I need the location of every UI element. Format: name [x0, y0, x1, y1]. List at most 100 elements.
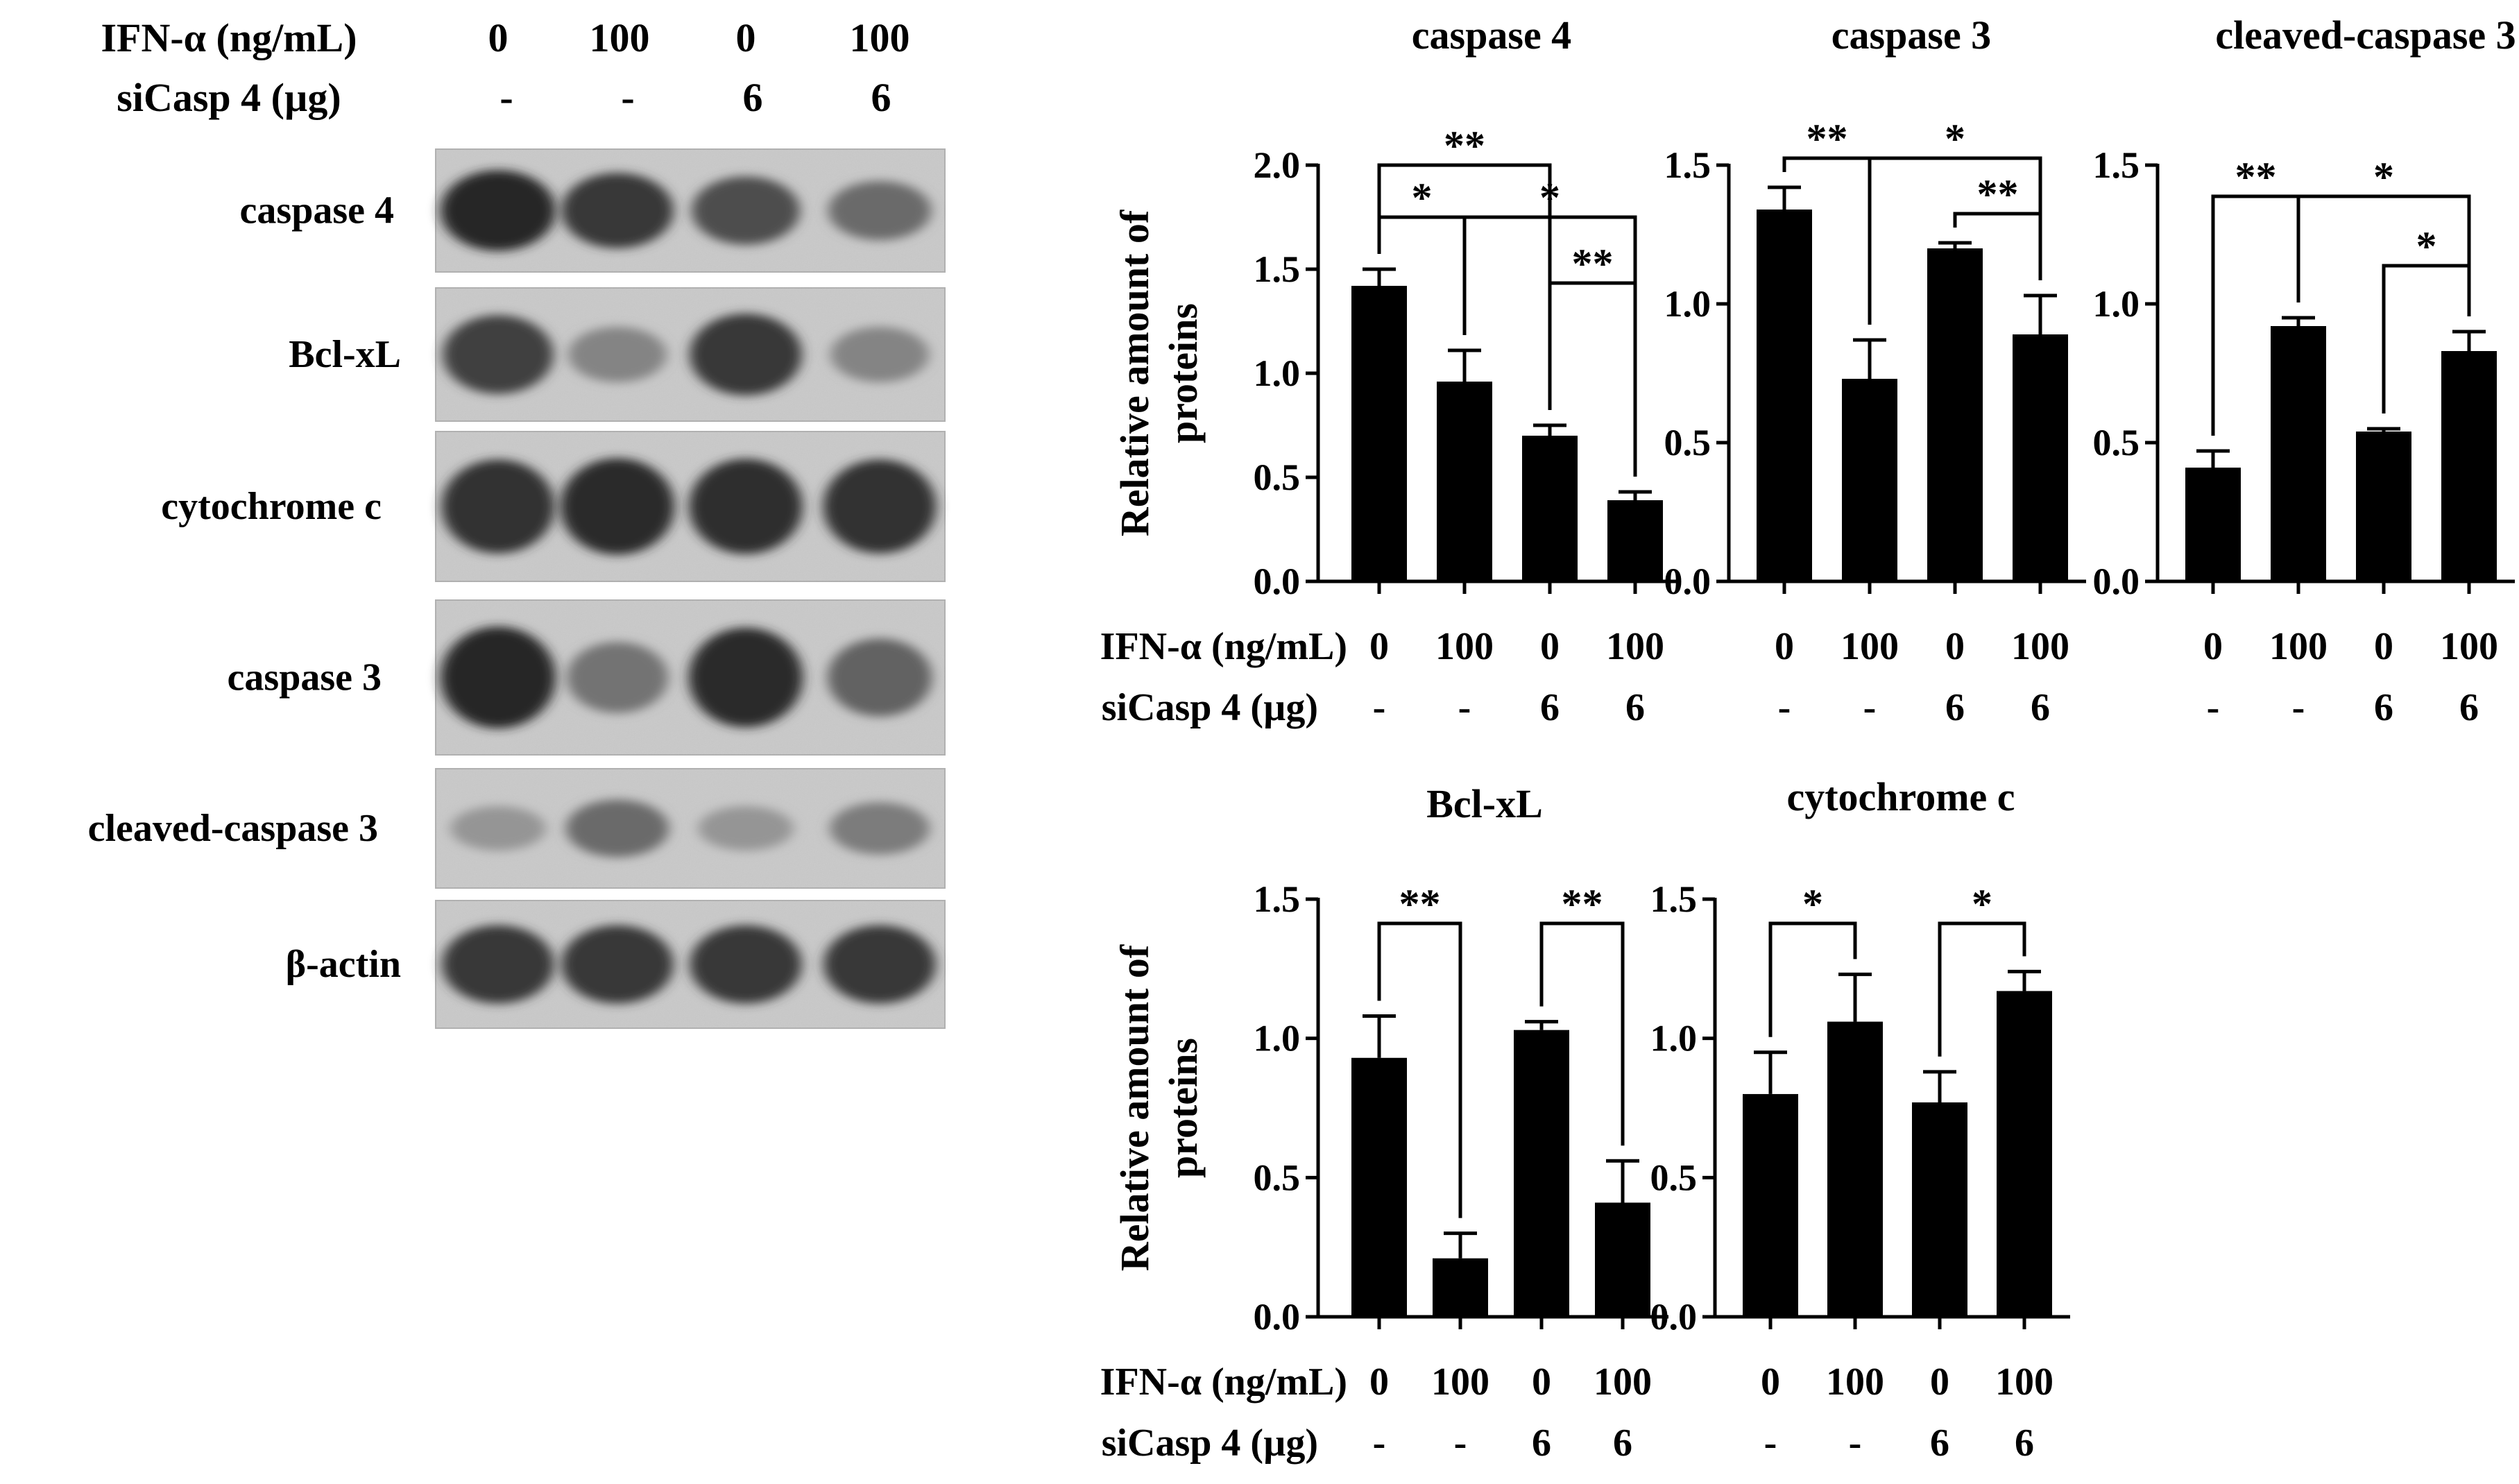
x-category-label: 100	[2011, 625, 2069, 668]
significance-line	[1953, 212, 2042, 280]
y-tick-label: 1.0	[2093, 283, 2140, 325]
blot-band	[565, 799, 669, 858]
x-category-label: 0	[1775, 625, 1794, 668]
significance-marker: *	[1972, 881, 1992, 927]
blot-band	[450, 806, 546, 851]
blot-band	[441, 170, 556, 251]
blot-band	[823, 459, 937, 554]
significance-marker: **	[2235, 154, 2277, 200]
blot-row: cytochrome c	[161, 431, 946, 582]
blot-row-label: cleaved-caspase 3	[88, 807, 378, 850]
x-group-label: 6	[1930, 1422, 1949, 1465]
blot-sicasp-value-1: -	[499, 75, 513, 120]
western-blot-svg: IFN-α (ng/mL) 0 100 0 100 siCasp 4 (µg) …	[88, 15, 946, 1029]
significance-bracket: *	[2296, 154, 2471, 316]
bar	[1827, 1021, 1883, 1317]
blot-band	[443, 315, 554, 394]
chart-title: Bcl-xL	[1426, 781, 1543, 826]
x-group-label: 6	[1532, 1422, 1551, 1465]
blot-band	[827, 638, 932, 717]
x-category-label: 100	[2440, 625, 2498, 668]
significance-bracket: **	[1953, 171, 2042, 280]
chart-title: cytochrome c	[1786, 774, 2015, 819]
chart-title: caspase 3	[1831, 12, 1991, 58]
bar	[1514, 1030, 1569, 1317]
blot-band	[823, 925, 936, 1004]
x-category-label: 0	[1540, 625, 1560, 668]
y-tick-label: 1.0	[1664, 283, 1711, 325]
x-group-label: -	[1849, 1422, 1862, 1465]
blot-row: caspase 3	[228, 599, 946, 756]
significance-marker: **	[1562, 881, 1603, 927]
x-group-label: -	[2292, 686, 2305, 729]
bar	[2013, 334, 2068, 581]
western-blot-panel: IFN-α (ng/mL) 0 100 0 100 siCasp 4 (µg) …	[0, 0, 957, 1041]
bar	[1437, 382, 1492, 581]
chart-title: caspase 4	[1412, 12, 1571, 58]
significance-line	[1539, 921, 1625, 1146]
x-row1-label: IFN-α (ng/mL)	[1100, 625, 1347, 668]
bar	[1743, 1093, 1798, 1317]
x-group-label: 6	[2374, 686, 2393, 729]
blot-ifn-value-3: 0	[736, 15, 756, 60]
blot-row: β-actin	[286, 900, 946, 1029]
x-category-label: 100	[1995, 1361, 2053, 1404]
x-category-label: 100	[1606, 625, 1664, 668]
blot-row-label: Bcl-xL	[289, 333, 401, 376]
y-tick-label: 1.0	[1254, 352, 1301, 394]
significance-marker: *	[2416, 223, 2437, 269]
blot-ifn-value-2: 100	[590, 15, 650, 60]
y-axis-title-line2: proteins	[1161, 303, 1206, 443]
blot-band	[698, 806, 794, 851]
blot-ifn-value-1: 0	[488, 15, 509, 60]
blot-band	[561, 173, 674, 248]
significance-marker: **	[1977, 171, 2019, 217]
x-category-label: 0	[1532, 1361, 1551, 1404]
blot-band	[830, 327, 929, 382]
blot-sicasp-value-3: 6	[743, 75, 763, 120]
significance-marker: *	[1539, 175, 1560, 221]
bar-chart: caspase 4 0.0 0.5 1.0 1.5 2.0 0 - 100 - 0 6 100 6 IFN-…	[1100, 12, 1681, 729]
x-group-label: 6	[2459, 686, 2479, 729]
y-tick-label: 0.0	[1664, 561, 1711, 602]
x-category-label: 0	[2203, 625, 2223, 668]
significance-bracket: **	[1539, 881, 1625, 1146]
significance-bracket: **	[1548, 241, 1637, 477]
x-group-label: -	[1863, 686, 1877, 729]
y-axis-title-line1: Relative amount of	[1112, 210, 1157, 536]
significance-line	[1377, 921, 1462, 1218]
x-group-label: 6	[2015, 1422, 2034, 1465]
blot-row-label: caspase 3	[228, 656, 382, 699]
blot-sicasp-value-4: 6	[871, 75, 891, 120]
x-category-label: 0	[1761, 1361, 1780, 1404]
blot-row: caspase 4	[240, 148, 946, 273]
blot-row-label: β-actin	[286, 943, 401, 986]
bar	[1912, 1102, 1967, 1317]
significance-marker: **	[1807, 116, 1848, 162]
y-tick-label: 1.5	[1254, 878, 1301, 920]
blot-band	[441, 459, 555, 554]
x-group-label: 6	[1625, 686, 1645, 729]
bar	[1607, 500, 1663, 581]
significance-marker: *	[1802, 881, 1823, 927]
blot-row: cleaved-caspase 3	[88, 768, 946, 889]
y-tick-label: 1.0	[1254, 1018, 1301, 1059]
x-category-label: 0	[1930, 1361, 1949, 1404]
blot-band	[561, 925, 674, 1004]
blot-band	[441, 626, 556, 728]
x-category-label: 0	[1369, 625, 1389, 668]
significance-marker: *	[2373, 154, 2394, 200]
x-category-label: 100	[1435, 625, 1494, 668]
bar	[2441, 351, 2497, 581]
blot-band	[690, 314, 802, 395]
chart-title: cleaved-caspase 3	[2215, 12, 2516, 58]
bar	[1997, 991, 2052, 1317]
blot-band	[828, 180, 932, 241]
blot-band	[692, 176, 800, 245]
x-group-label: -	[1458, 686, 1471, 729]
significance-marker: **	[1572, 241, 1614, 287]
x-row2-label: siCasp 4 (µg)	[1102, 1422, 1318, 1465]
y-tick-label: 0.5	[1254, 457, 1301, 498]
x-group-label: -	[1373, 686, 1386, 729]
